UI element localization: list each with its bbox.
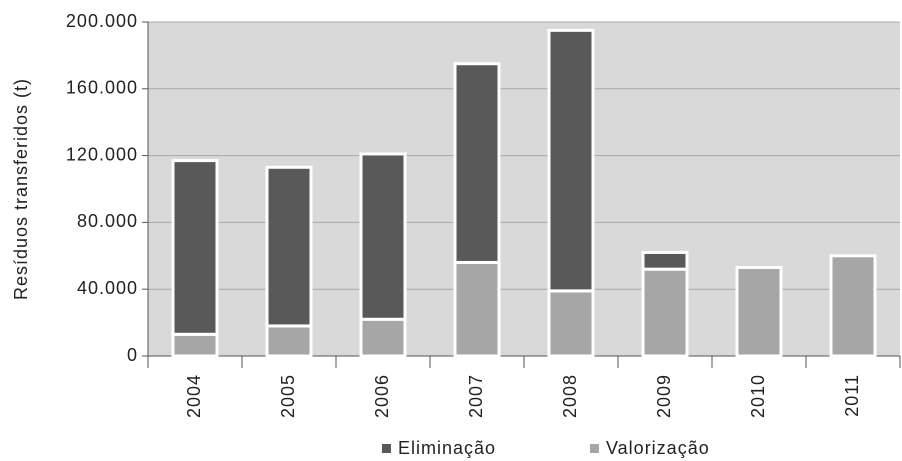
- x-tick-label: 2006: [372, 374, 392, 418]
- legend-label: Eliminação: [398, 438, 496, 458]
- y-tick-label: 80.000: [77, 211, 138, 231]
- x-tick-label: 2007: [466, 374, 486, 418]
- y-tick-label: 120.000: [66, 144, 138, 164]
- bar-segment: [641, 250, 689, 271]
- bar-segment: [171, 159, 219, 336]
- x-tick-label: 2011: [842, 374, 862, 417]
- x-tick-label: 2009: [654, 374, 674, 418]
- y-tick-label: 40.000: [77, 278, 138, 298]
- x-tick-label: 2004: [184, 374, 204, 418]
- legend-label: Valorização: [606, 438, 710, 458]
- bar-segment: [265, 324, 313, 358]
- x-tick-label: 2005: [278, 374, 298, 418]
- bar-segment: [735, 265, 783, 358]
- bar-segment: [547, 289, 595, 358]
- y-axis-title: Resíduos transferidos (t): [11, 78, 31, 300]
- bar-segment: [641, 267, 689, 358]
- bar-segment: [359, 152, 407, 321]
- bar-segment: [359, 317, 407, 358]
- y-tick-label: 0: [127, 345, 138, 365]
- x-tick-label: 2010: [748, 374, 768, 418]
- bar-segment: [453, 62, 501, 264]
- y-tick-label: 200.000: [66, 11, 138, 31]
- plot-area: [148, 22, 900, 356]
- bar-segment: [453, 260, 501, 358]
- legend-swatch: [590, 444, 599, 453]
- bar-segment: [265, 165, 313, 328]
- legend-swatch: [382, 444, 391, 453]
- x-tick-label: 2008: [560, 374, 580, 418]
- bar-segment: [547, 28, 595, 293]
- y-tick-label: 160.000: [66, 78, 138, 98]
- bar-segment: [829, 254, 877, 358]
- bar-segment: [171, 332, 219, 358]
